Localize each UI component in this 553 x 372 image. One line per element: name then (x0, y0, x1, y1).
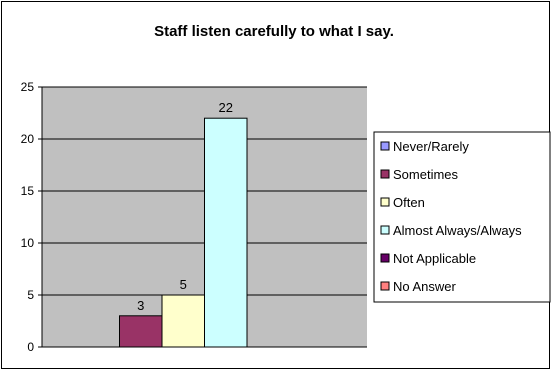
legend-swatch (380, 281, 390, 291)
y-tick-label: 15 (21, 184, 35, 198)
y-tick-label: 10 (21, 236, 35, 250)
legend-label: Almost Always/Always (393, 223, 522, 238)
y-tick-label: 20 (21, 132, 35, 146)
legend-swatch (380, 253, 390, 263)
legend-label: No Answer (393, 279, 457, 294)
chart-title: Staff listen carefully to what I say. (154, 23, 394, 40)
legend-swatch (380, 197, 390, 207)
legend: Never/Rarely Sometimes Often Almost Always/… (373, 131, 551, 303)
bar (161, 294, 205, 348)
data-label: 5 (180, 277, 187, 292)
bar (119, 315, 163, 348)
legend-swatch (380, 169, 390, 179)
legend-label: Not Applicable (393, 251, 476, 266)
bar (204, 117, 248, 348)
legend-label: Never/Rarely (393, 139, 469, 154)
plot-area: 0 5 10 15 20 25 3 5 22 (21, 80, 367, 354)
y-tick-label: 25 (21, 80, 35, 94)
legend-label: Often (393, 195, 425, 210)
y-tick-label: 5 (27, 288, 34, 302)
legend-swatch (380, 141, 390, 151)
data-label: 22 (219, 100, 233, 115)
legend-swatch (380, 225, 390, 235)
y-tick-label: 0 (27, 340, 34, 354)
data-label: 3 (137, 298, 144, 313)
legend-box (373, 131, 551, 303)
legend-label: Sometimes (393, 167, 459, 182)
